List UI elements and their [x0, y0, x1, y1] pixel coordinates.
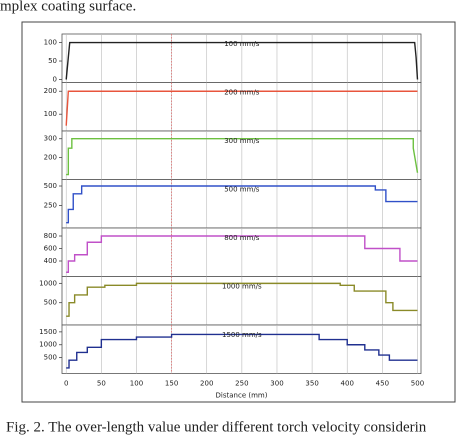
x-tick-label: 150: [165, 380, 178, 388]
x-tick-label: 250: [235, 380, 248, 388]
panel-frame: [61, 179, 422, 229]
y-tick-label: 100: [44, 110, 57, 118]
series-label: 1500 mm/s: [222, 331, 262, 339]
y-tick-label: 200: [44, 154, 57, 162]
x-tick-label: 300: [270, 380, 283, 388]
series-line: [66, 138, 419, 176]
series-label: 100 mm/s: [224, 40, 260, 48]
y-tick-label: 250: [44, 202, 57, 210]
series-line: [65, 41, 419, 80]
y-tick-label: 200: [44, 87, 57, 95]
y-tick-label: 300: [44, 135, 57, 143]
series-line: [66, 235, 418, 273]
x-tick-label: 0: [64, 380, 68, 388]
series-line: [65, 90, 418, 126]
panel-frame: [61, 276, 422, 326]
y-tick-label: 800: [44, 232, 57, 240]
series-line: [66, 333, 418, 369]
x-tick-label: 350: [305, 380, 318, 388]
series-label: 200 mm/s: [224, 89, 260, 97]
x-tick-label: 50: [97, 380, 106, 388]
x-tick-label: 100: [130, 380, 143, 388]
y-tick-label: 600: [44, 245, 57, 253]
y-tick-label: 500: [44, 182, 57, 190]
x-tick-label: 400: [341, 380, 354, 388]
x-tick-label: 200: [200, 380, 213, 388]
series-line: [66, 282, 418, 317]
caption: Fig. 2. The over-length value under diff…: [6, 419, 427, 435]
y-tick-label: 500: [44, 299, 57, 307]
series-line: [66, 185, 418, 224]
x-tick-label: 450: [376, 380, 389, 388]
x-tick-label: 500: [411, 380, 424, 388]
y-tick-label: 0: [53, 76, 57, 84]
y-tick-label: 50: [48, 57, 57, 65]
series-label: 1000 mm/s: [222, 283, 262, 291]
y-tick-label: 1500: [39, 328, 57, 336]
y-tick-label: 1000: [39, 279, 57, 287]
y-tick-label: 1000: [39, 341, 57, 349]
figure-frame: [21, 21, 456, 403]
y-tick-label: 500: [44, 354, 57, 362]
y-tick-label: 100: [44, 39, 57, 47]
series-label: 500 mm/s: [224, 186, 260, 194]
panel-frame: [61, 324, 422, 374]
header-text: mplex coating surface.: [0, 0, 136, 14]
series-label: 800 mm/s: [224, 234, 260, 242]
x-axis-label: Distance (mm): [216, 392, 268, 400]
y-tick-label: 400: [44, 257, 57, 265]
series-label: 300 mm/s: [224, 137, 260, 145]
